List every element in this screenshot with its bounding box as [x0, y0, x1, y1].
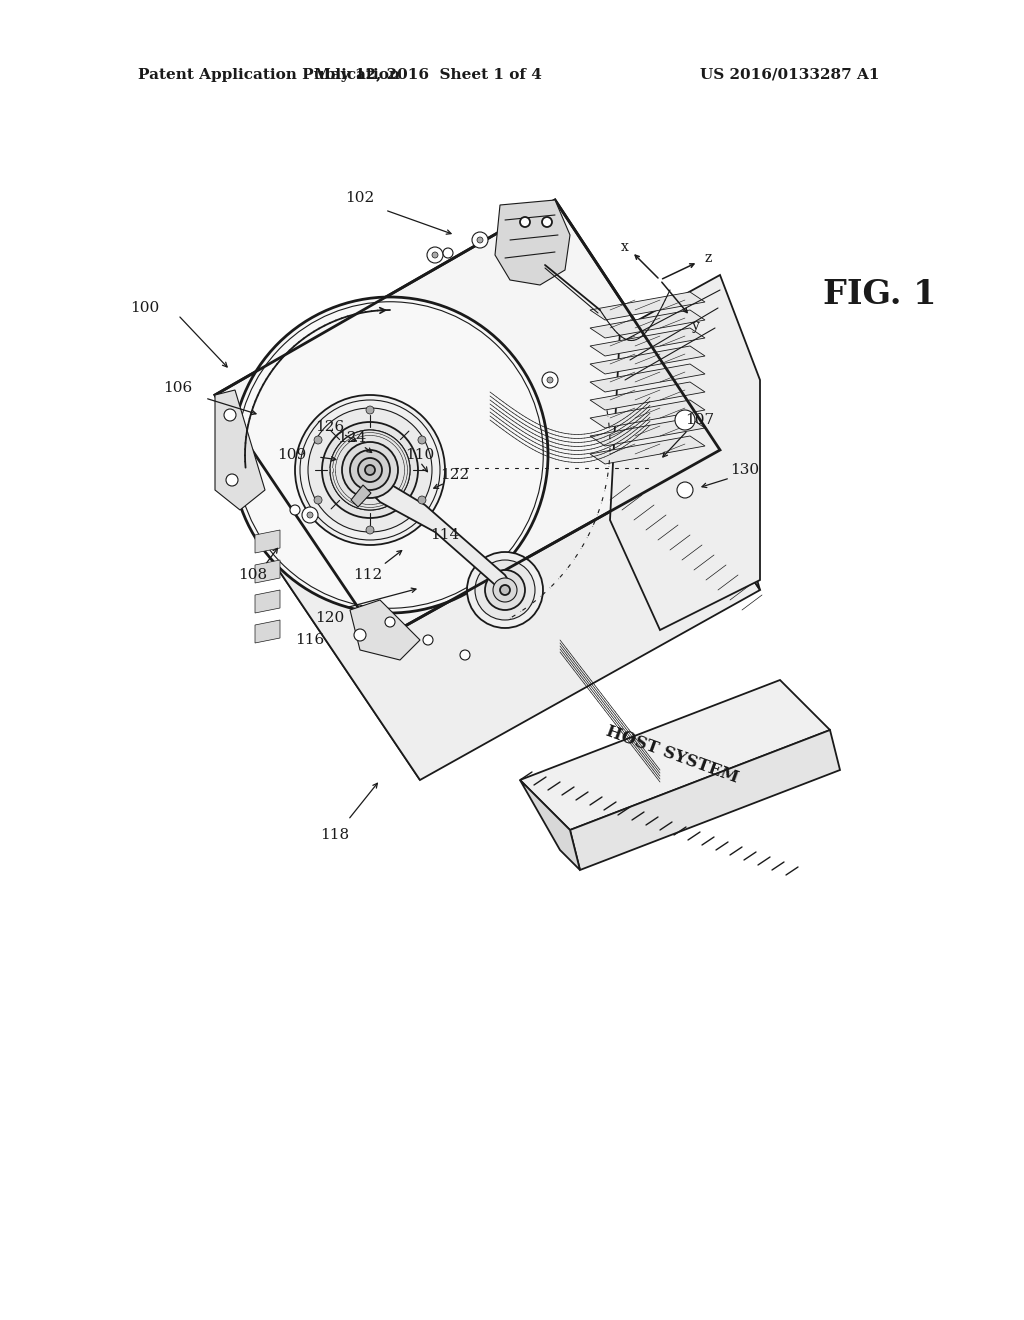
- Circle shape: [500, 585, 510, 595]
- Circle shape: [542, 372, 558, 388]
- Circle shape: [542, 216, 552, 227]
- Circle shape: [365, 465, 375, 475]
- Circle shape: [366, 525, 374, 535]
- Text: 106: 106: [164, 381, 193, 395]
- Circle shape: [418, 496, 426, 504]
- Polygon shape: [350, 601, 420, 660]
- Text: FIG. 1: FIG. 1: [823, 279, 937, 312]
- Polygon shape: [255, 531, 280, 553]
- Circle shape: [443, 248, 453, 257]
- Text: 126: 126: [315, 420, 345, 434]
- Text: 110: 110: [406, 447, 434, 462]
- Polygon shape: [351, 484, 371, 507]
- Text: y: y: [692, 319, 700, 333]
- Polygon shape: [360, 475, 513, 598]
- Polygon shape: [590, 381, 705, 411]
- Polygon shape: [255, 620, 280, 643]
- Circle shape: [226, 474, 238, 486]
- Text: 108: 108: [239, 568, 267, 582]
- Text: 122: 122: [440, 469, 470, 482]
- Circle shape: [472, 232, 488, 248]
- Text: 124: 124: [337, 432, 367, 445]
- Polygon shape: [590, 346, 705, 374]
- Circle shape: [314, 496, 322, 504]
- Text: May 12, 2016  Sheet 1 of 4: May 12, 2016 Sheet 1 of 4: [314, 69, 542, 82]
- Circle shape: [302, 507, 318, 523]
- Circle shape: [423, 635, 433, 645]
- Text: 109: 109: [278, 447, 306, 462]
- Circle shape: [477, 238, 483, 243]
- Text: z: z: [705, 251, 712, 265]
- Text: 116: 116: [295, 634, 325, 647]
- Circle shape: [322, 422, 418, 517]
- Text: 114: 114: [430, 528, 460, 543]
- Polygon shape: [590, 436, 705, 465]
- Circle shape: [224, 409, 236, 421]
- Text: US 2016/0133287 A1: US 2016/0133287 A1: [700, 69, 880, 82]
- Circle shape: [350, 450, 390, 490]
- Circle shape: [358, 458, 382, 482]
- Polygon shape: [590, 327, 705, 356]
- Polygon shape: [590, 292, 705, 319]
- Circle shape: [354, 630, 366, 642]
- Polygon shape: [215, 395, 420, 780]
- Polygon shape: [590, 364, 705, 392]
- Circle shape: [677, 482, 693, 498]
- Text: 100: 100: [130, 301, 160, 315]
- Polygon shape: [255, 341, 760, 780]
- Polygon shape: [570, 730, 840, 870]
- Text: Patent Application Publication: Patent Application Publication: [138, 69, 400, 82]
- Text: 102: 102: [345, 191, 375, 205]
- Polygon shape: [520, 780, 580, 870]
- Circle shape: [232, 297, 548, 612]
- Circle shape: [342, 442, 398, 498]
- Text: HOST SYSTEM: HOST SYSTEM: [603, 723, 740, 787]
- Polygon shape: [520, 680, 830, 830]
- Polygon shape: [590, 310, 705, 338]
- Circle shape: [485, 570, 525, 610]
- Circle shape: [290, 506, 300, 515]
- Text: 112: 112: [353, 568, 383, 582]
- Polygon shape: [610, 275, 760, 630]
- Circle shape: [427, 247, 443, 263]
- Circle shape: [460, 649, 470, 660]
- Polygon shape: [255, 590, 280, 612]
- Circle shape: [467, 552, 543, 628]
- Text: 120: 120: [315, 611, 345, 624]
- Circle shape: [475, 560, 535, 620]
- Circle shape: [547, 378, 553, 383]
- Text: 107: 107: [685, 413, 715, 426]
- Circle shape: [675, 411, 695, 430]
- Polygon shape: [590, 418, 705, 446]
- Circle shape: [314, 436, 322, 444]
- Text: 118: 118: [321, 828, 349, 842]
- Polygon shape: [255, 560, 280, 583]
- Text: x: x: [622, 240, 629, 253]
- Circle shape: [432, 252, 438, 257]
- Circle shape: [385, 616, 395, 627]
- Polygon shape: [495, 201, 570, 285]
- Circle shape: [308, 408, 432, 532]
- Circle shape: [307, 512, 313, 517]
- Circle shape: [366, 407, 374, 414]
- Polygon shape: [215, 389, 265, 510]
- Polygon shape: [215, 201, 720, 640]
- Polygon shape: [590, 400, 705, 428]
- Circle shape: [295, 395, 445, 545]
- Polygon shape: [555, 201, 760, 590]
- Text: 130: 130: [730, 463, 760, 477]
- Circle shape: [520, 216, 530, 227]
- Circle shape: [493, 578, 517, 602]
- Circle shape: [418, 436, 426, 444]
